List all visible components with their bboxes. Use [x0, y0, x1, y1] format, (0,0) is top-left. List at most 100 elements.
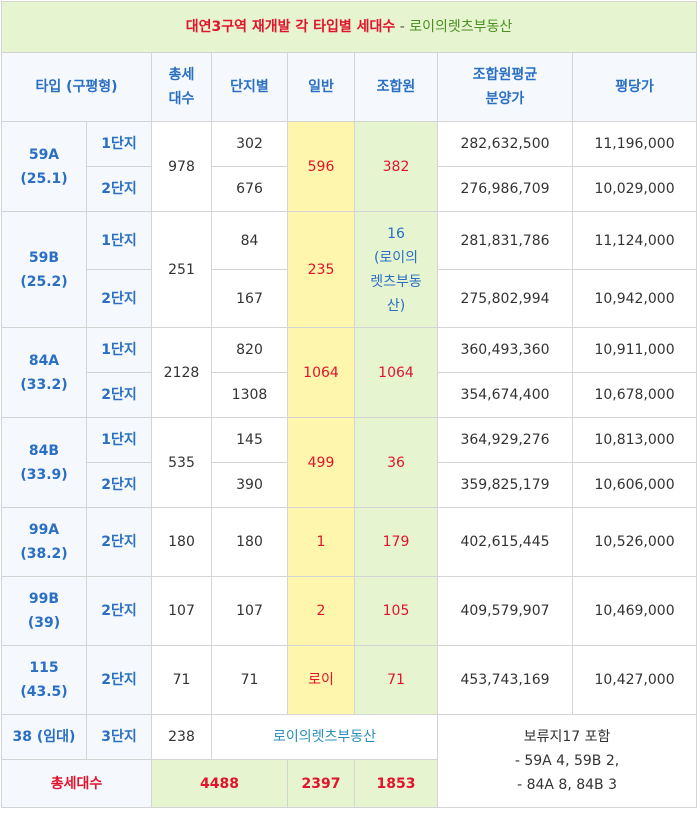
table-row: 2단지 390 359,825,179 10,606,000 — [2, 462, 697, 508]
header-total-units-line1: 총세 — [168, 67, 195, 83]
block-cell: 2단지 — [86, 166, 152, 212]
total-units-cell: 71 — [151, 645, 212, 715]
header-total-units-line2: 대수 — [168, 91, 195, 107]
type-cell-115: 115 (43.5) — [1, 645, 87, 715]
table-row: 99A (38.2) 2단지 180 180 1 179 402,615,445 … — [1, 507, 697, 577]
table-row: 115 (43.5) 2단지 71 71 로이 71 453,743,169 10… — [1, 645, 697, 715]
type-pyeong: (25.1) — [20, 170, 68, 187]
block-cell: 2단지 — [86, 269, 152, 328]
union-cell: 105 — [354, 576, 438, 646]
total-units-cell: 978 — [151, 121, 212, 212]
block-units-cell: 180 — [211, 507, 288, 577]
block-cell: 1단지 — [86, 417, 152, 463]
type-cell-38: 38 (임대) — [1, 714, 87, 760]
type-pyeong: (33.2) — [20, 376, 68, 393]
type-cell-99b: 99B (39) — [1, 576, 87, 646]
header-general: 일반 — [287, 52, 355, 122]
price-per-pyeong-cell: 10,526,000 — [571, 507, 697, 577]
block-units-cell: 390 — [211, 462, 288, 508]
union-cell: 382 — [354, 121, 438, 212]
reserve-note: 보류지17 포함 - 59A 4, 59B 2, - 84A 8, 84B 3 — [436, 714, 697, 808]
block-units-cell: 107 — [211, 576, 288, 646]
general-cell: 1 — [287, 507, 355, 577]
block-cell: 1단지 — [86, 121, 152, 167]
header-avg-price: 조합원평균 분양가 — [437, 52, 573, 122]
type-pyeong: (43.5) — [20, 684, 68, 700]
type-name: 115 — [29, 660, 59, 676]
block-cell: 1단지 — [86, 211, 152, 270]
avg-price-cell: 453,743,169 — [437, 645, 573, 715]
general-cell: 235 — [287, 211, 355, 328]
block-units-cell: 84 — [211, 211, 288, 270]
totals-union: 1853 — [354, 759, 438, 808]
type-cell-84b: 84B (33.9) — [1, 417, 87, 508]
table-row: 2단지 1308 354,674,400 10,678,000 — [2, 372, 697, 418]
total-units-cell: 180 — [151, 507, 212, 577]
general-cell: 2 — [287, 576, 355, 646]
type-cell-59b: 59B (25.2) — [1, 211, 87, 328]
union-line: 16 — [387, 225, 405, 242]
type-name: 59A — [28, 146, 60, 163]
table-row: 84B (33.9) 1단지 535 145 499 36 364,929,276… — [1, 417, 697, 508]
totals-row: 총세대수 4488 2397 1853 — [1, 759, 697, 808]
header-union: 조합원 — [354, 52, 438, 122]
price-per-pyeong-cell: 10,911,000 — [571, 327, 697, 373]
type-name: 99B — [28, 591, 60, 607]
price-per-pyeong-cell: 10,606,000 — [571, 462, 697, 508]
price-per-pyeong-cell: 10,813,000 — [571, 417, 697, 463]
union-cell: 36 — [354, 417, 438, 508]
avg-price-cell: 360,493,360 — [437, 327, 573, 373]
union-line: (로이의 — [373, 249, 419, 266]
table-row: 84A (33.2) 1단지 2128 820 1064 1064 360,493… — [1, 327, 697, 418]
table-row: 38 (임대) 3단지 238 로이의렛츠부동산 보류지17 포함 - 59A 4… — [1, 714, 697, 808]
type-name: 99A — [28, 522, 60, 538]
total-units-cell: 107 — [151, 576, 212, 646]
type-name: 84A — [28, 352, 60, 369]
price-per-pyeong-cell: 10,029,000 — [571, 166, 697, 212]
total-units-cell: 2128 — [151, 327, 212, 418]
title-separator: - — [395, 19, 410, 35]
avg-price-cell: 364,929,276 — [437, 417, 573, 463]
note-line: - 59A 4, 59B 2, — [514, 753, 620, 769]
price-per-pyeong-cell: 11,124,000 — [571, 211, 697, 270]
price-per-pyeong-cell: 10,427,000 — [571, 645, 697, 715]
type-name: 84B — [28, 442, 60, 459]
union-cell: 1064 — [354, 327, 438, 418]
title-row: 대연3구역 재개발 각 타입별 세대수 - 로이의렛츠부동산 — [0, 1, 697, 53]
table-title: 대연3구역 재개발 각 타입별 세대수 - 로이의렛츠부동산 — [0, 1, 697, 53]
header-type: 타입 (구평형) — [1, 52, 152, 122]
header-price-per-pyeong: 평당가 — [571, 52, 697, 122]
block-cell: 2단지 — [86, 645, 152, 715]
avg-price-cell: 354,674,400 — [437, 372, 573, 418]
union-line: 산) — [386, 297, 406, 314]
type-cell-59a: 59A (25.1) — [1, 121, 87, 212]
header-avg-price-line1: 조합원평균 — [472, 67, 538, 83]
block-units-cell: 167 — [211, 269, 288, 328]
header-per-block: 단지별 — [211, 52, 288, 122]
total-units-cell: 535 — [151, 417, 212, 508]
union-line: 렛츠부동 — [370, 273, 422, 290]
table-row: 59A (25.1) 1단지 978 302 596 382 282,632,50… — [1, 121, 697, 212]
table-row: 2단지 167 275,802,994 10,942,000 — [2, 269, 697, 328]
note-line: - 84A 8, 84B 3 — [517, 777, 617, 793]
type-pyeong: (25.2) — [20, 273, 68, 290]
title-sub: 로이의렛츠부동산 — [409, 19, 513, 35]
avg-price-cell: 359,825,179 — [437, 462, 573, 508]
type-cell-99a: 99A (38.2) — [1, 507, 87, 577]
block-cell: 3단지 — [86, 714, 152, 760]
price-per-pyeong-cell: 10,678,000 — [571, 372, 697, 418]
type-pyeong: (38.2) — [20, 546, 68, 562]
price-per-pyeong-cell: 10,942,000 — [571, 269, 697, 328]
total-units-cell: 238 — [151, 714, 212, 760]
note-line: 보류지17 포함 — [523, 729, 611, 745]
title-main: 대연3구역 재개발 각 타입별 세대수 — [185, 19, 396, 35]
general-cell: 596 — [287, 121, 355, 212]
table-row: 59B (25.2) 1단지 251 84 235 16 (로이의 렛츠부동 산) 28… — [1, 211, 697, 328]
price-per-pyeong-cell: 11,196,000 — [571, 121, 697, 167]
avg-price-cell: 402,615,445 — [437, 507, 573, 577]
block-cell: 2단지 — [86, 462, 152, 508]
avg-price-cell: 409,579,907 — [437, 576, 573, 646]
